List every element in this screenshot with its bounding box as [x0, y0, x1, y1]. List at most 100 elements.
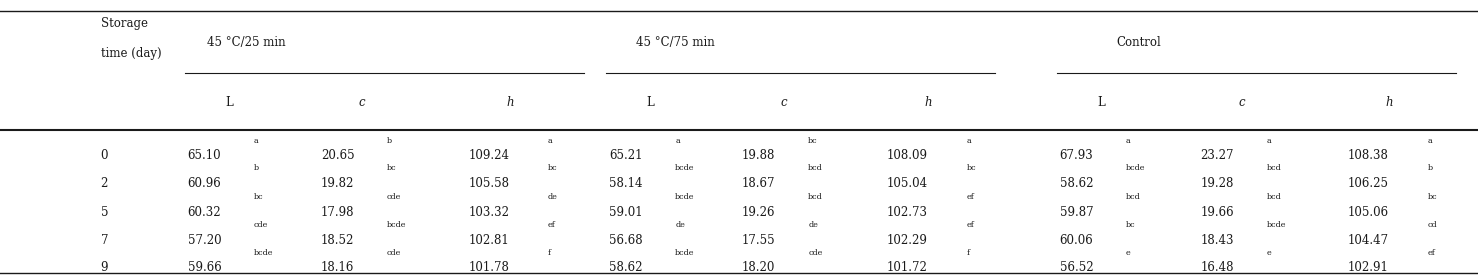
Text: 59.66: 59.66 — [188, 261, 222, 274]
Text: cde: cde — [808, 249, 823, 256]
Text: 60.96: 60.96 — [188, 177, 222, 190]
Text: de: de — [808, 221, 819, 229]
Text: b: b — [1428, 164, 1432, 172]
Text: 65.21: 65.21 — [609, 149, 643, 163]
Text: 57.20: 57.20 — [188, 233, 222, 247]
Text: a: a — [1267, 137, 1271, 145]
Text: bc: bc — [387, 164, 396, 172]
Text: ef: ef — [967, 221, 974, 229]
Text: 103.32: 103.32 — [469, 206, 510, 219]
Text: bcde: bcde — [675, 249, 695, 256]
Text: 17.98: 17.98 — [321, 206, 355, 219]
Text: 0: 0 — [101, 149, 108, 163]
Text: b: b — [387, 137, 392, 145]
Text: 19.26: 19.26 — [742, 206, 776, 219]
Text: 56.52: 56.52 — [1060, 261, 1094, 274]
Text: 106.25: 106.25 — [1348, 177, 1389, 190]
Text: 9: 9 — [101, 261, 108, 274]
Text: 60.32: 60.32 — [188, 206, 222, 219]
Text: 18.16: 18.16 — [321, 261, 355, 274]
Text: 18.67: 18.67 — [742, 177, 776, 190]
Text: bcd: bcd — [808, 164, 823, 172]
Text: 105.58: 105.58 — [469, 177, 510, 190]
Text: f: f — [967, 249, 970, 256]
Text: 104.47: 104.47 — [1348, 233, 1389, 247]
Text: 17.55: 17.55 — [742, 233, 776, 247]
Text: 102.73: 102.73 — [887, 206, 928, 219]
Text: 19.82: 19.82 — [321, 177, 355, 190]
Text: L: L — [646, 95, 655, 109]
Text: 108.09: 108.09 — [887, 149, 928, 163]
Text: cde: cde — [387, 193, 402, 201]
Text: 2: 2 — [101, 177, 108, 190]
Text: h: h — [924, 95, 933, 109]
Text: c: c — [780, 95, 786, 109]
Text: 19.28: 19.28 — [1200, 177, 1234, 190]
Text: ef: ef — [548, 221, 556, 229]
Text: bcde: bcde — [675, 164, 695, 172]
Text: c: c — [1239, 95, 1244, 109]
Text: 5: 5 — [101, 206, 108, 219]
Text: e: e — [1267, 249, 1271, 256]
Text: bcde: bcde — [1126, 164, 1145, 172]
Text: bcd: bcd — [1267, 193, 1281, 201]
Text: h: h — [505, 95, 514, 109]
Text: 58.62: 58.62 — [609, 261, 643, 274]
Text: bc: bc — [967, 164, 975, 172]
Text: 45 °C/25 min: 45 °C/25 min — [207, 36, 285, 49]
Text: 58.62: 58.62 — [1060, 177, 1094, 190]
Text: 105.06: 105.06 — [1348, 206, 1389, 219]
Text: a: a — [675, 137, 680, 145]
Text: 60.06: 60.06 — [1060, 233, 1094, 247]
Text: 105.04: 105.04 — [887, 177, 928, 190]
Text: time (day): time (day) — [101, 47, 161, 60]
Text: a: a — [254, 137, 259, 145]
Text: bcd: bcd — [808, 193, 823, 201]
Text: 102.81: 102.81 — [469, 233, 510, 247]
Text: 18.52: 18.52 — [321, 233, 355, 247]
Text: a: a — [1428, 137, 1432, 145]
Text: bc: bc — [548, 164, 557, 172]
Text: cde: cde — [254, 221, 269, 229]
Text: 65.10: 65.10 — [188, 149, 222, 163]
Text: 7: 7 — [101, 233, 108, 247]
Text: 23.27: 23.27 — [1200, 149, 1234, 163]
Text: 19.66: 19.66 — [1200, 206, 1234, 219]
Text: a: a — [1126, 137, 1131, 145]
Text: cd: cd — [1428, 221, 1437, 229]
Text: bc: bc — [254, 193, 263, 201]
Text: 108.38: 108.38 — [1348, 149, 1389, 163]
Text: ef: ef — [967, 193, 974, 201]
Text: 18.43: 18.43 — [1200, 233, 1234, 247]
Text: f: f — [548, 249, 551, 256]
Text: Control: Control — [1116, 36, 1160, 49]
Text: bcde: bcde — [387, 221, 406, 229]
Text: 19.88: 19.88 — [742, 149, 776, 163]
Text: 45 °C/75 min: 45 °C/75 min — [636, 36, 714, 49]
Text: 56.68: 56.68 — [609, 233, 643, 247]
Text: 101.72: 101.72 — [887, 261, 928, 274]
Text: 67.93: 67.93 — [1060, 149, 1094, 163]
Text: L: L — [1097, 95, 1106, 109]
Text: 58.14: 58.14 — [609, 177, 643, 190]
Text: bcd: bcd — [1267, 164, 1281, 172]
Text: a: a — [548, 137, 553, 145]
Text: bcde: bcde — [254, 249, 273, 256]
Text: ef: ef — [1428, 249, 1435, 256]
Text: L: L — [225, 95, 234, 109]
Text: h: h — [1385, 95, 1394, 109]
Text: a: a — [967, 137, 971, 145]
Text: c: c — [359, 95, 365, 109]
Text: bc: bc — [808, 137, 817, 145]
Text: bcde: bcde — [675, 193, 695, 201]
Text: bcde: bcde — [1267, 221, 1286, 229]
Text: cde: cde — [387, 249, 402, 256]
Text: de: de — [548, 193, 559, 201]
Text: 16.48: 16.48 — [1200, 261, 1234, 274]
Text: 18.20: 18.20 — [742, 261, 776, 274]
Text: 59.01: 59.01 — [609, 206, 643, 219]
Text: b: b — [254, 164, 259, 172]
Text: e: e — [1126, 249, 1131, 256]
Text: Storage: Storage — [101, 17, 148, 30]
Text: 102.91: 102.91 — [1348, 261, 1389, 274]
